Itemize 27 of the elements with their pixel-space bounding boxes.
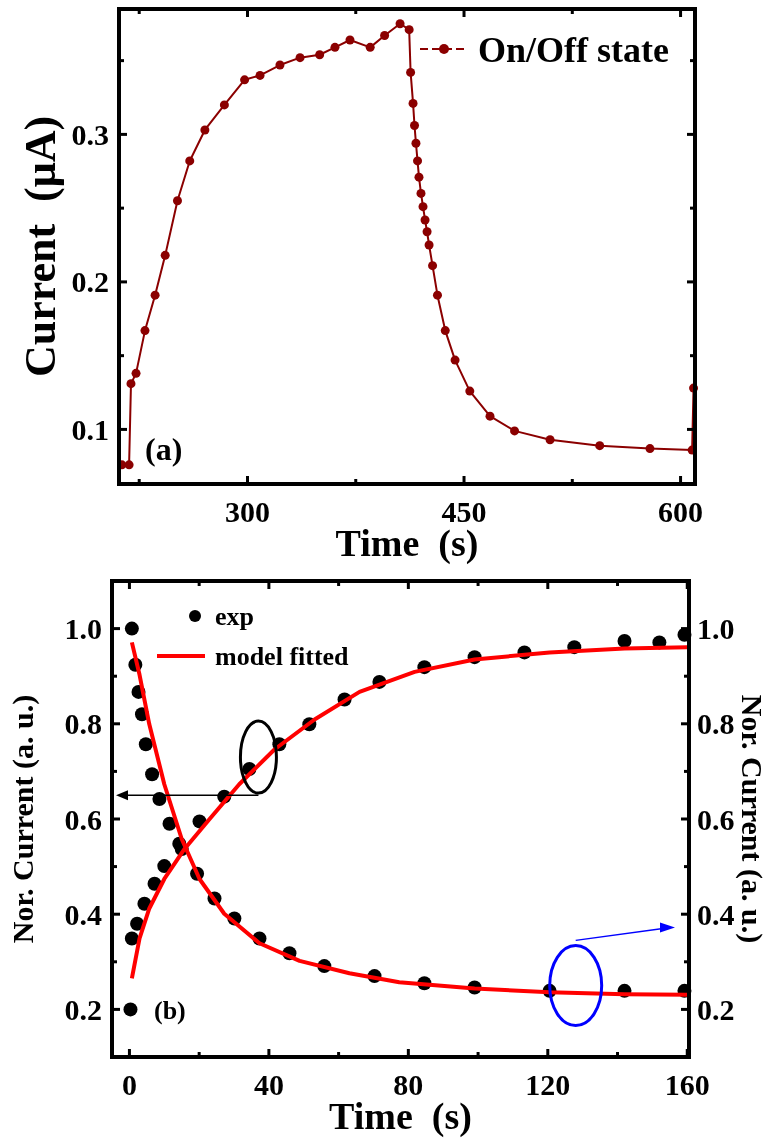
x-tick-label: 120 <box>525 1068 571 1101</box>
y-tick-label: 1.0 <box>64 612 102 646</box>
legend-label: exp <box>215 602 254 632</box>
y-tick-label: 0.1 <box>71 412 109 446</box>
y-tick-label: 0.8 <box>64 707 102 741</box>
y-tick-label: 0.2 <box>71 265 109 299</box>
y-axis-title: Nor. Current (a. u.) <box>5 694 40 944</box>
y-tick-label: 0.2 <box>64 992 102 1026</box>
y2-axis-title: Nor. Current (a. u.) <box>734 694 769 944</box>
y2-tick-label: 0.6 <box>697 802 735 836</box>
y-tick-label: 0.6 <box>64 802 102 836</box>
annotation: (a) <box>145 431 183 467</box>
y2-tick-label: 1.0 <box>697 612 735 646</box>
y-tick-label: 0.4 <box>64 897 102 931</box>
y2-tick-label: 0.4 <box>697 897 735 931</box>
legend-label: model fitted <box>215 642 350 672</box>
y2-tick-label: 0.2 <box>697 992 735 1026</box>
y-axis-title: Current (μA) <box>16 115 66 378</box>
x-tick-label: 40 <box>253 1068 284 1101</box>
x-tick-label: 600 <box>658 495 704 528</box>
x-tick-label: 300 <box>224 495 270 528</box>
y2-tick-label: 0.8 <box>697 707 735 741</box>
x-tick-label: 160 <box>664 1068 710 1101</box>
legend-label: On/Off state <box>478 29 669 70</box>
annotation: (b) <box>154 996 186 1025</box>
y-tick-label: 0.3 <box>71 117 109 151</box>
x-tick-label: 0 <box>121 1068 137 1101</box>
